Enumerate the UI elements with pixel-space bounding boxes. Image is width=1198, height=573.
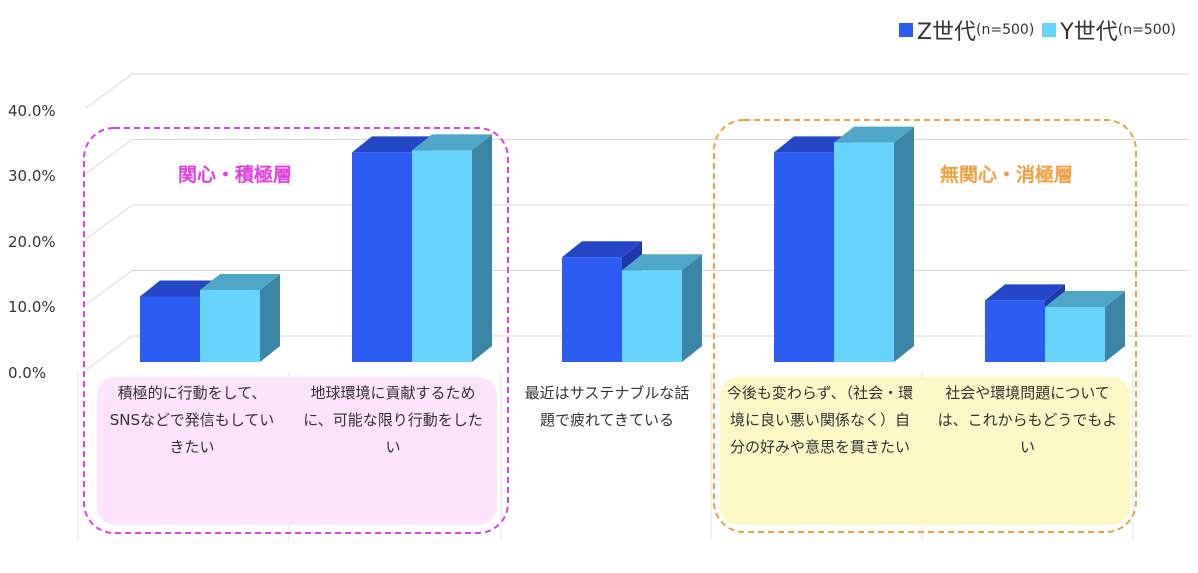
legend-swatch-z [898, 23, 913, 37]
region-label-indifferent: 無関心・消極層 [940, 164, 1074, 186]
legend-n-z: (n=500) [976, 22, 1035, 38]
bar [834, 142, 894, 362]
bar-side [472, 134, 492, 362]
legend-swatch-y [1042, 23, 1057, 37]
gridline-stub [85, 335, 133, 371]
y-tick-label: 40.0% [8, 102, 56, 120]
bar [352, 152, 412, 362]
bar [200, 289, 260, 362]
region-outline-engaged [83, 127, 509, 534]
region-label-engaged: 関心・積極層 [178, 164, 293, 186]
legend-label-y: Y世代 [1060, 20, 1118, 45]
bar-top [352, 136, 432, 153]
y-tick-label: 30.0% [8, 167, 56, 185]
bar-top [985, 284, 1065, 301]
bar [774, 152, 834, 362]
y-tick-label: 10.0% [8, 298, 56, 316]
bar [412, 150, 472, 362]
gridline-stub [85, 204, 133, 240]
legend-n-y: (n=500) [1117, 22, 1176, 38]
legend-label-z: Z世代 [916, 20, 977, 45]
category-label: 社会や環境問題については、これからもどうでもよい [937, 384, 1118, 456]
gridline-stub [85, 73, 133, 109]
category-label: 地球環境に貢献するために、可能な限り行動をしたい [303, 384, 483, 456]
gridline-stub [85, 139, 133, 174]
bar [985, 300, 1045, 362]
bar-side [894, 126, 914, 362]
bar-top [200, 273, 280, 290]
gridline-stub [85, 270, 133, 305]
bar [140, 296, 200, 362]
legend: Z世代 (n=500) Y世代 (n=500) [898, 14, 1184, 46]
bar [562, 257, 622, 362]
bar [1045, 306, 1105, 362]
bar-top [622, 254, 702, 271]
bar [622, 270, 682, 362]
region-label-background [720, 377, 1130, 525]
region-label-background [97, 377, 497, 525]
bar-top [1045, 290, 1125, 307]
bar-top [834, 126, 914, 143]
bar-side [682, 254, 702, 362]
category-label: 最近はサステナブルな話題で疲れてきている [524, 384, 690, 429]
category-label: 今後も変わらず、（社会・環境に良い悪い関係なく）自分の好みや意思を貫きたい [726, 384, 914, 456]
region-outline-indifferent [713, 119, 1137, 533]
bar-side [1105, 290, 1125, 362]
y-tick-label: 20.0% [8, 233, 56, 251]
category-label: 積極的に行動をして、SNSなどで発信もしていきたい [109, 384, 275, 456]
bar-top [562, 241, 642, 258]
bar-top [412, 134, 492, 151]
y-tick-label: 0.0% [8, 364, 47, 382]
bar-side [260, 273, 280, 362]
